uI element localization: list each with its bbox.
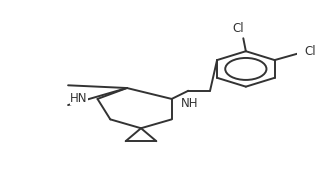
- Text: Cl: Cl: [304, 45, 316, 58]
- Text: HN: HN: [70, 92, 88, 105]
- Text: Cl: Cl: [232, 22, 244, 35]
- Text: NH: NH: [181, 97, 198, 110]
